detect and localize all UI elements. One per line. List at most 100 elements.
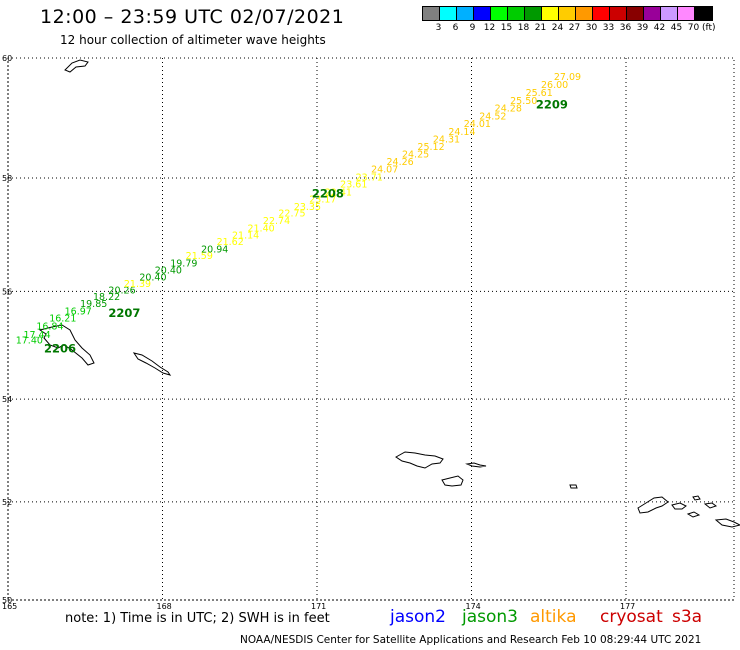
wave-height-label: 16.21 xyxy=(49,314,76,325)
wave-height-label: 26.00 xyxy=(541,80,568,91)
buldir-island xyxy=(569,484,578,489)
latitude-label: 58 xyxy=(2,174,12,183)
wave-height-label: 24.07 xyxy=(371,165,398,176)
wave-height-legend: 3 6 9 12 15 18 21 24 27 30 33 36 39 42 45 70 (ft) xyxy=(422,6,716,33)
wave-height-label: 24.31 xyxy=(433,135,460,146)
map-subtitle: 12 hour collection of altimeter wave hei… xyxy=(60,33,326,47)
wave-height-label: 23.17 xyxy=(309,194,336,205)
wave-height-label: 17.44 xyxy=(23,330,50,341)
wave-height-label: 24.14 xyxy=(448,127,475,138)
pass-number-label: 2207 xyxy=(108,306,140,320)
wave-height-label: 25.61 xyxy=(526,88,553,99)
wave-height-label: 19.85 xyxy=(80,299,107,310)
legend-label: 39 xyxy=(636,23,649,33)
legend-label: 12 xyxy=(483,23,496,33)
legend-unit: (ft) xyxy=(702,23,716,33)
longitude-label: 165 xyxy=(2,602,17,611)
legend-label: 18 xyxy=(517,23,530,33)
wave-height-label: 23.61 xyxy=(340,179,367,190)
legend-swatch xyxy=(593,7,610,20)
satellite-name-altika: altika xyxy=(530,607,577,627)
legend-label: 33 xyxy=(602,23,615,33)
wave-height-label: 25.12 xyxy=(417,142,444,153)
agattu-island xyxy=(441,475,464,487)
legend-label: 42 xyxy=(653,23,666,33)
wave-height-label: 20.26 xyxy=(108,286,135,297)
legend-swatch xyxy=(661,7,678,20)
wave-height-label: 24.52 xyxy=(479,111,506,122)
legend-label: 3 xyxy=(435,23,442,33)
wave-height-label: 20.40 xyxy=(139,272,166,283)
legend-swatch xyxy=(423,7,440,20)
wave-height-label: 22.75 xyxy=(278,209,305,220)
legend-swatches xyxy=(422,6,713,21)
wave-height-label: 22.41 xyxy=(325,187,352,198)
legend-label: 30 xyxy=(585,23,598,33)
coastlines xyxy=(38,59,740,528)
wave-height-label: 21.40 xyxy=(247,223,274,234)
legend-label: 70 xyxy=(687,23,700,33)
wave-height-label: 21.59 xyxy=(186,251,213,262)
latitude-label: 54 xyxy=(2,395,12,404)
bering-island xyxy=(38,324,95,366)
rat-islands-east xyxy=(703,502,718,509)
legend-label: 27 xyxy=(568,23,581,33)
wave-height-label: 19.79 xyxy=(170,258,197,269)
wave-height-label: 23.71 xyxy=(356,172,383,183)
legend-label: 45 xyxy=(670,23,683,33)
legend-swatch xyxy=(440,7,457,20)
wave-height-label: 24.01 xyxy=(464,119,491,130)
kamchatka-coast xyxy=(64,59,89,73)
little-kiska xyxy=(671,502,687,510)
wave-height-label: 21.39 xyxy=(124,279,151,290)
legend-swatch xyxy=(542,7,559,20)
wave-height-label: 18.22 xyxy=(93,292,120,303)
legend-label: 36 xyxy=(619,23,632,33)
legend-swatch xyxy=(610,7,627,20)
legend-swatch xyxy=(627,7,644,20)
note-text: note: 1) Time is in UTC; 2) SWH is in fe… xyxy=(65,611,330,626)
wave-height-label: 20.94 xyxy=(201,244,228,255)
altimeter-track-labels: 17.4017.4416.8416.2116.9719.8518.2220.26… xyxy=(16,72,581,346)
longitude-label: 174 xyxy=(466,602,481,611)
legend-swatch xyxy=(508,7,525,20)
longitude-label: 171 xyxy=(311,602,326,611)
amchitka-island xyxy=(714,518,740,528)
small-islet-a xyxy=(692,495,701,501)
satellite-name-jason3: jason3 xyxy=(462,607,518,627)
wave-height-label: 21.62 xyxy=(217,237,244,248)
legend-swatch xyxy=(576,7,593,20)
pass-number-label: 2208 xyxy=(312,187,344,201)
legend-label: 24 xyxy=(551,23,564,33)
legend-swatch xyxy=(644,7,661,20)
semichi-islands xyxy=(465,462,487,468)
satellite-name-jason2: jason2 xyxy=(390,607,446,627)
legend-swatch xyxy=(559,7,576,20)
legend-swatch xyxy=(695,7,712,20)
wave-height-label: 22.74 xyxy=(263,216,290,227)
legend-swatch xyxy=(457,7,474,20)
kiska-island xyxy=(637,496,669,514)
longitude-label: 168 xyxy=(157,602,172,611)
satellite-name-s3a: s3a xyxy=(672,607,703,627)
wave-height-label: 27.09 xyxy=(554,72,581,83)
wave-height-label: 16.97 xyxy=(65,307,92,318)
legend-labels: 3 6 9 12 15 18 21 24 27 30 33 36 39 42 45 70 xyxy=(422,23,713,33)
legend-label: 9 xyxy=(469,23,476,33)
legend-label: 15 xyxy=(500,23,513,33)
satellite-name-cryosat: cryosat xyxy=(600,607,663,627)
latitude-label: 52 xyxy=(2,498,12,507)
wave-height-label: 24.28 xyxy=(495,104,522,115)
pass-number-label: 2206 xyxy=(44,341,76,355)
wave-height-label: 16.84 xyxy=(36,322,63,333)
map-title: 12:00 – 23:59 UTC 02/07/2021 xyxy=(40,6,345,28)
medny-island xyxy=(132,352,172,376)
wave-height-label: 17.40 xyxy=(16,335,43,346)
wave-height-label: 23.35 xyxy=(294,202,321,213)
wave-height-label: 24.26 xyxy=(387,157,414,168)
attu-island xyxy=(395,451,444,469)
latitude-label: 60 xyxy=(2,54,12,63)
map-frame xyxy=(7,57,735,601)
